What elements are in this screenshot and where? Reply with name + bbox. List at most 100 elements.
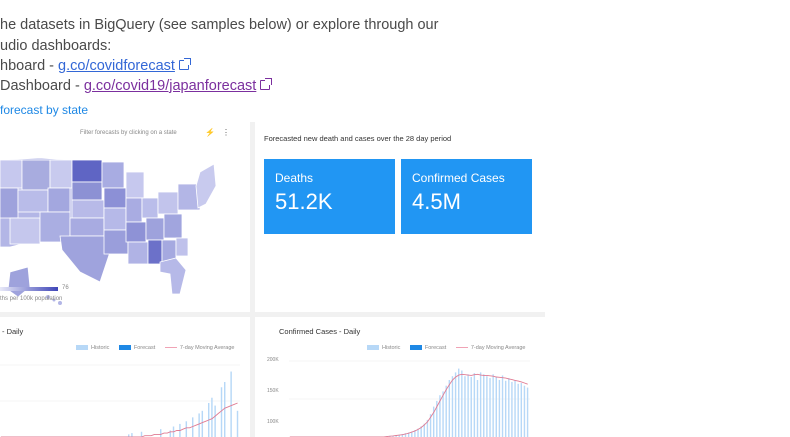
deaths-value: 51.2K bbox=[275, 189, 333, 214]
deaths-daily-chart-panel: - Daily Historic Forecast 7-day Moving A… bbox=[0, 317, 250, 437]
historic-bar bbox=[140, 431, 143, 437]
more-vert-icon[interactable]: ⋮ bbox=[222, 128, 230, 137]
historic-bar bbox=[236, 410, 239, 437]
historic-bar bbox=[411, 431, 413, 437]
map-legend-label: ths per 100k population bbox=[0, 296, 63, 302]
map-panel[interactable]: Filter forecasts by clicking on a state … bbox=[0, 122, 250, 312]
historic-bar bbox=[483, 374, 485, 437]
legend-historic: Historic bbox=[382, 345, 401, 351]
historic-bar bbox=[401, 433, 404, 437]
confirmed-cases-label: Confirmed Cases bbox=[412, 171, 505, 185]
historic-bar bbox=[442, 391, 444, 437]
historic-bar bbox=[508, 378, 510, 437]
historic-bar bbox=[511, 381, 513, 437]
historic-swatch bbox=[367, 345, 379, 351]
historic-bar bbox=[423, 423, 425, 437]
historic-bar bbox=[160, 429, 162, 437]
historic-bar bbox=[448, 380, 451, 437]
historic-bar bbox=[201, 410, 204, 437]
historic-swatch bbox=[76, 345, 88, 351]
historic-bar bbox=[523, 385, 526, 437]
moving-average-swatch bbox=[455, 347, 468, 349]
historic-bar bbox=[454, 372, 457, 437]
figure-caption: forecast by state bbox=[0, 103, 89, 117]
historic-bar bbox=[464, 376, 466, 437]
bolt-icon[interactable]: ⚡ bbox=[205, 128, 215, 137]
deaths-daily-chart bbox=[0, 364, 240, 437]
external-link-icon bbox=[178, 58, 191, 70]
historic-bar bbox=[476, 380, 479, 437]
historic-bar bbox=[473, 373, 476, 437]
us-choropleth-map[interactable] bbox=[0, 122, 250, 312]
historic-bar bbox=[192, 417, 194, 437]
historic-bar bbox=[461, 370, 463, 437]
historic-bar bbox=[128, 434, 130, 437]
historic-bar bbox=[517, 383, 519, 437]
historic-bar bbox=[439, 395, 441, 437]
external-link-icon bbox=[260, 78, 273, 90]
legend-forecast: Forecast bbox=[133, 345, 156, 351]
historic-bar bbox=[514, 380, 516, 437]
historic-bar bbox=[504, 380, 507, 437]
historic-bar bbox=[404, 433, 407, 437]
legend-historic: Historic bbox=[91, 345, 110, 351]
historic-bar bbox=[198, 413, 200, 437]
intro-line-2: udio dashboards: bbox=[0, 38, 112, 54]
legend-moving-average: 7-day Moving Average bbox=[470, 345, 526, 351]
historic-bar bbox=[414, 430, 416, 437]
historic-bar bbox=[436, 400, 438, 437]
historic-bar bbox=[501, 375, 504, 437]
historic-bar bbox=[224, 382, 226, 437]
deaths-chart-title: - Daily bbox=[2, 327, 24, 336]
historic-bar bbox=[495, 376, 497, 437]
deaths-metric-card: Deaths 51.2K bbox=[264, 159, 395, 234]
dashboard-image: Filter forecasts by clicking on a state … bbox=[0, 122, 545, 437]
historic-bar bbox=[445, 385, 447, 437]
y-tick: 150K bbox=[267, 388, 279, 394]
y-tick: 200K bbox=[267, 357, 279, 363]
y-tick: 100K bbox=[267, 419, 279, 425]
historic-bar bbox=[395, 435, 397, 437]
moving-average-line bbox=[0, 402, 238, 437]
historic-bar bbox=[458, 368, 460, 437]
historic-bar bbox=[169, 430, 172, 437]
moving-average-swatch bbox=[164, 347, 177, 349]
legend-moving-average: 7-day Moving Average bbox=[179, 345, 235, 351]
historic-bar bbox=[417, 428, 419, 437]
intro-line-1: he datasets in BigQuery (see samples bel… bbox=[0, 17, 439, 33]
historic-bar bbox=[214, 405, 216, 437]
historic-bar bbox=[407, 432, 410, 437]
map-hint: Filter forecasts by clicking on a state bbox=[80, 130, 177, 136]
historic-bar bbox=[467, 374, 469, 437]
map-legend-bar bbox=[0, 287, 58, 291]
map-legend-max: 76 bbox=[62, 285, 69, 291]
legend-forecast: Forecast bbox=[424, 345, 447, 351]
historic-bar bbox=[426, 419, 429, 437]
intro-line-3: hboard - g.co/covidforecast bbox=[0, 58, 191, 74]
historic-bar bbox=[432, 406, 435, 437]
confirmed-cases-value: 4.5M bbox=[412, 189, 461, 214]
historic-bar bbox=[211, 397, 213, 437]
historic-bar bbox=[131, 433, 133, 437]
historic-bar bbox=[420, 426, 422, 437]
japanforecast-link[interactable]: g.co/covid19/japanforecast bbox=[83, 78, 257, 94]
dashboard-prefix: hboard - bbox=[0, 58, 59, 74]
forecast-swatch bbox=[409, 345, 422, 351]
historic-bar bbox=[230, 371, 232, 437]
forecast-swatch bbox=[118, 345, 131, 351]
historic-bar bbox=[492, 374, 494, 437]
historic-bar bbox=[526, 387, 529, 437]
moving-average-line bbox=[289, 373, 528, 437]
historic-bar bbox=[429, 414, 432, 437]
deaths-chart-legend: Historic Forecast 7-day Moving Average bbox=[68, 345, 234, 351]
historic-bar bbox=[220, 387, 223, 437]
confirmed-cases-metric-card: Confirmed Cases 4.5M bbox=[401, 159, 532, 234]
historic-bar bbox=[479, 372, 482, 437]
historic-bar bbox=[398, 434, 400, 437]
cases-chart-legend: Historic Forecast 7-day Moving Average bbox=[359, 345, 525, 351]
historic-bar bbox=[470, 376, 472, 437]
historic-bar bbox=[498, 380, 501, 437]
japan-dashboard-prefix: Dashboard - bbox=[0, 78, 84, 94]
historic-bar bbox=[486, 376, 488, 437]
covidforecast-link[interactable]: g.co/covidforecast bbox=[58, 58, 175, 74]
